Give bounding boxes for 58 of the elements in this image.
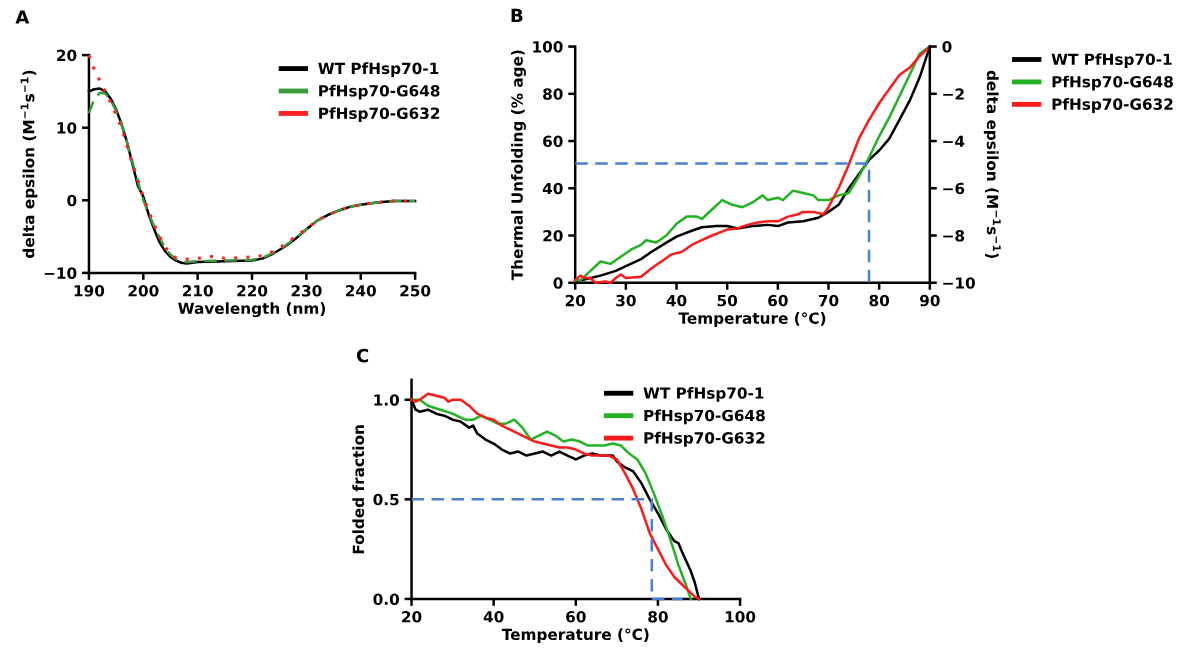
x-tick-label: 20 [565,294,586,307]
y-tick-label: 0 [67,194,77,207]
y-tick-label: −10 [44,267,77,279]
y2-tick-label: −2 [943,88,964,100]
y2-tick-label: −10 [943,277,975,289]
x-tick-label: 250 [400,284,431,297]
x-tick-label: 40 [483,611,504,623]
x-tick-label: 20 [402,611,422,623]
y-tick-label: 1.0 [374,394,400,406]
legend-label: PfHsp70-G632 [1052,98,1173,113]
y-axis-title: Thermal Unfolding (% age) [511,50,526,281]
legend-label: WT PfHsp70-1 [643,387,764,402]
x-tick-label: 230 [291,284,322,297]
x-tick-label: 100 [725,611,756,623]
x-axis-title: Wavelength (nm) [178,302,326,318]
legend-label: PfHsp70-G648 [319,84,440,100]
y-tick-label: 40 [542,182,563,195]
x-tick-label: 50 [717,294,738,307]
x-tick-label: 90 [919,294,940,307]
x-tick-label: 30 [616,294,636,307]
legend-label: WT PfHsp70-1 [318,62,439,78]
y-tick-label: 60 [543,135,563,148]
x-tick-label: 70 [818,294,839,307]
y-axis-title: delta epsilon (M$^{−1}$s$^{−1}$) [20,70,38,258]
legend-label: WT PfHsp70-1 [1051,53,1172,69]
x-tick-label: 210 [182,284,213,297]
y2-axis-title: delta epsilon (M$^{−1}$s$^{−1}$) [983,70,1001,258]
y-tick-label: 100 [533,41,563,53]
y2-tick-label: −4 [943,135,965,147]
x-axis-title: Temperature (°C) [678,312,826,327]
chart-title: C [356,348,369,363]
y-tick-label: 0.0 [373,593,400,605]
x-tick-label: 60 [768,294,788,307]
y-tick-label: 0.5 [373,493,399,506]
y-tick-label: 80 [543,88,563,100]
y-tick-label: 20 [57,49,77,62]
x-tick-label: 80 [869,294,890,307]
y-tick-label: 20 [543,229,563,242]
x-tick-label: 40 [666,294,687,307]
x-tick-label: 80 [648,611,668,623]
x-tick-label: 60 [566,611,586,623]
chart-title: B [511,8,523,22]
legend-label: PfHsp70-G648 [1052,75,1173,91]
x-tick-label: 220 [237,284,268,297]
y2-tick-label: −8 [943,229,965,242]
legend-label: PfHsp70-G632 [319,107,440,122]
y-axis-title: Folded fraction [352,425,365,554]
x-tick-label: 190 [74,284,105,297]
x-tick-label: 200 [128,284,159,297]
x-axis-title: Temperature (°C) [501,628,649,644]
x-tick-label: 240 [346,284,376,297]
y2-tick-label: −6 [943,182,965,195]
y2-tick-label: 0 [942,41,952,53]
legend-label: PfHsp70-G648 [644,409,765,425]
chart-title: A [15,10,30,24]
y-tick-label: 10 [57,122,77,134]
y-tick-label: 0 [553,277,563,289]
legend-label: PfHsp70-G632 [644,431,765,447]
